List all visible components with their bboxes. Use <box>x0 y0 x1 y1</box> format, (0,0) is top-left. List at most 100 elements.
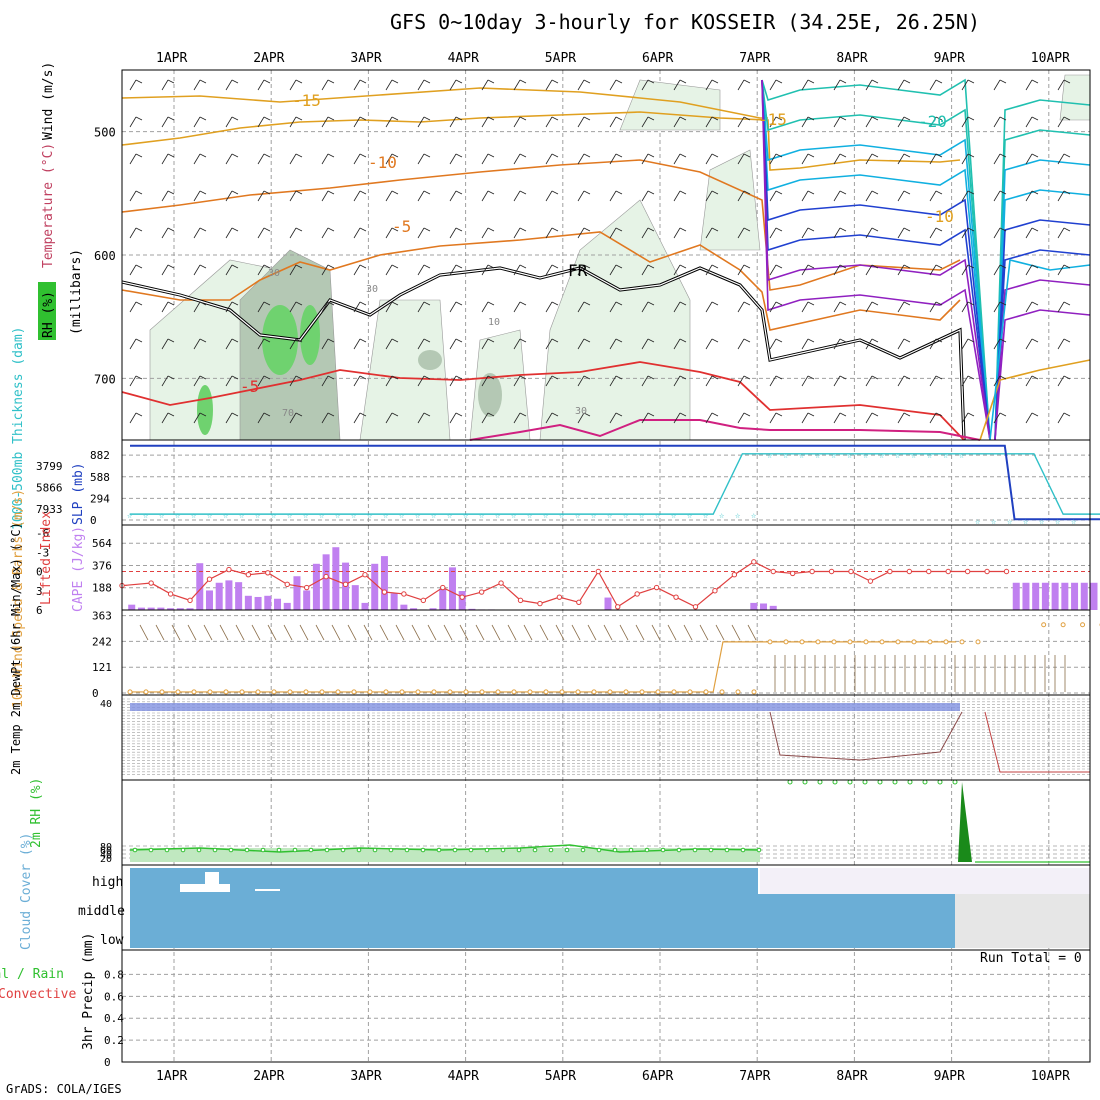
wind-barb <box>609 338 617 350</box>
wind-barb-flag <box>903 338 911 343</box>
wind-barb-flag <box>1031 338 1039 343</box>
wind-barb <box>641 375 649 387</box>
wind-marker <box>671 689 677 695</box>
axis-label-wind10m: 10m Wind Speed & Barbs (m/s) <box>11 489 26 708</box>
wind-barb <box>193 375 201 387</box>
wind-barb <box>801 153 809 165</box>
wind-barb <box>257 301 265 313</box>
wind-barb <box>673 264 681 276</box>
wind-barb-flag <box>743 79 751 84</box>
wind-marker <box>319 689 325 695</box>
wind-barb <box>1025 116 1033 128</box>
wind-barb <box>417 227 425 239</box>
thickness-marker: ☆ <box>463 511 469 521</box>
surface-wind-barb <box>267 624 277 641</box>
wind-barb-flag <box>519 116 527 121</box>
wind-barb <box>1057 412 1065 424</box>
li-marker <box>595 568 601 575</box>
cloud-level-label: middle <box>78 904 125 919</box>
wind-barb-flag <box>807 264 815 269</box>
wind-barb-flag <box>423 116 431 121</box>
isotherm-line <box>121 111 961 171</box>
wind-barb-flag <box>423 375 431 380</box>
wind-barb-flag <box>743 153 751 158</box>
wind-barb-flag <box>327 264 335 269</box>
thickness-marker: ☆ <box>175 511 181 521</box>
wind-barb-flag <box>519 153 527 158</box>
wind-barb <box>225 412 233 424</box>
date-label-top: 2APR <box>253 51 284 66</box>
isotherm-line <box>979 359 1091 441</box>
thickness-marker: ☆ <box>831 451 837 461</box>
wind-barb-flag <box>583 338 591 343</box>
wind-barb <box>929 227 937 239</box>
wind-barb-flag <box>391 116 399 121</box>
wind-barb <box>705 264 713 276</box>
surface-wind-barb <box>667 624 677 641</box>
wind-barb-flag <box>1063 338 1071 343</box>
isotherm-line <box>121 361 965 441</box>
wind-barb-flag <box>647 264 655 269</box>
wind-barb <box>257 227 265 239</box>
wind-barb-flag <box>807 79 815 84</box>
wind-marker <box>815 639 821 645</box>
li-marker <box>828 568 835 575</box>
wind-marker <box>351 689 357 695</box>
cape-bar <box>303 590 311 610</box>
wind-barb <box>961 301 969 313</box>
wind-barb-flag <box>871 338 879 343</box>
wind-barb <box>705 375 713 387</box>
cloud-gray-right <box>955 894 1090 948</box>
wind-barb <box>865 116 873 128</box>
wind-barb <box>961 264 969 276</box>
wind-barb <box>929 301 937 313</box>
wind-barb <box>385 301 393 313</box>
wind-barb <box>353 116 361 128</box>
cape-bar <box>390 593 398 610</box>
date-label-top: 1APR <box>156 51 187 66</box>
wind-barb-flag <box>199 375 207 380</box>
wind-barb-flag <box>807 190 815 195</box>
wind-marker <box>367 689 373 695</box>
wind-barb-flag <box>231 116 239 121</box>
wind-barb <box>961 116 969 128</box>
date-label-top: 7APR <box>739 51 770 66</box>
wind-barb <box>705 338 713 350</box>
li-marker <box>809 568 815 575</box>
li-marker <box>245 572 252 578</box>
temp-min-marker <box>907 779 913 785</box>
cape-bar <box>429 608 437 610</box>
wind-barb-flag <box>615 338 623 343</box>
rh2m-marker <box>276 847 282 853</box>
wind-barb-flag <box>231 375 239 380</box>
surface-wind-barb <box>651 624 661 641</box>
axis-label-slp: SLP (mb) <box>71 462 86 525</box>
temp-line-right <box>984 711 1090 773</box>
wind-barb <box>993 227 1001 239</box>
wind-barb <box>641 227 649 239</box>
surface-wind-barb <box>555 624 565 641</box>
cape-bar <box>1051 582 1059 610</box>
wind-barb <box>1057 190 1065 202</box>
wind-marker <box>271 689 277 695</box>
wind-barb <box>289 338 297 350</box>
rh2m-marker <box>372 847 378 853</box>
rh2m-marker <box>228 847 234 853</box>
wind-barb-flag <box>871 227 879 232</box>
slp-tick-label: 294 <box>90 492 110 505</box>
wind-barb-flag <box>359 153 367 158</box>
thickness-marker: ☆ <box>255 511 261 521</box>
li-tick-label: -3 <box>36 546 49 559</box>
wind-marker <box>607 689 613 695</box>
wind-barb-flag <box>711 264 719 269</box>
wind-barb-flag <box>295 375 303 380</box>
cape-bar <box>380 556 388 610</box>
cape-bar <box>448 567 456 610</box>
wind-barb-flag <box>359 264 367 269</box>
cape-tick-label: 188 <box>92 582 112 595</box>
thickness-marker: ☆ <box>863 451 869 461</box>
thickness-marker: ☆ <box>127 511 133 521</box>
rh2m-marker <box>212 847 218 853</box>
wind-barb-flag <box>967 116 975 121</box>
wind-barb <box>609 79 617 91</box>
